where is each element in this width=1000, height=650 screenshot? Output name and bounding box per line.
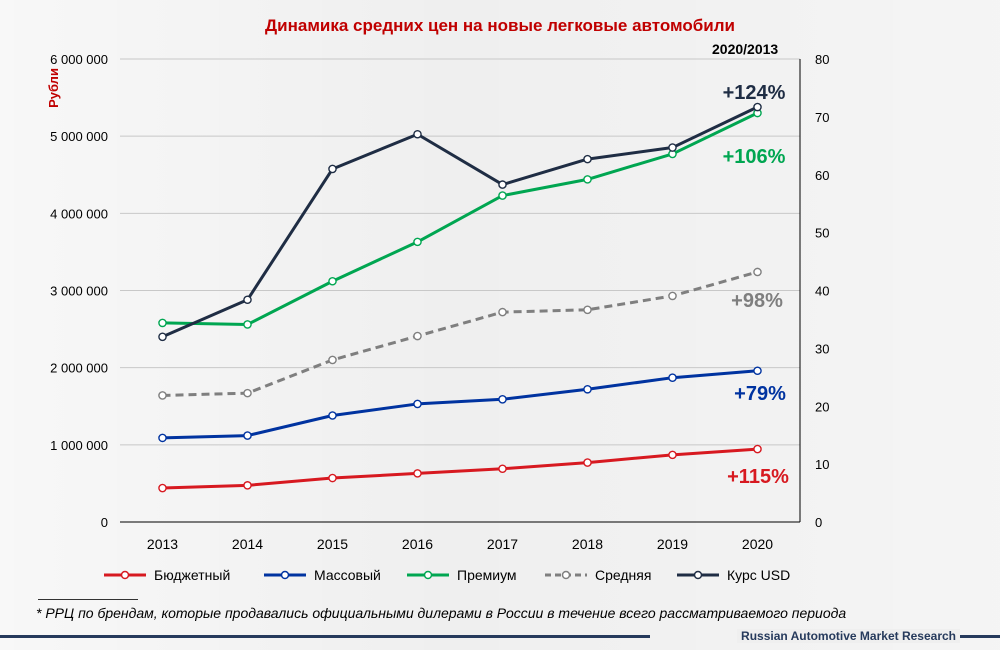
legend-item-premium: Премиум bbox=[405, 566, 517, 584]
data-point bbox=[158, 318, 167, 328]
legend-label-average: Средняя bbox=[595, 567, 652, 583]
data-point bbox=[158, 391, 167, 400]
bottom-bar-right bbox=[955, 635, 1000, 638]
data-point bbox=[328, 411, 337, 420]
legend-item-average: Средняя bbox=[543, 566, 651, 584]
data-point bbox=[668, 450, 677, 460]
legend-item-budget: Бюджетный bbox=[102, 566, 230, 584]
y-left-tick-label: 3 000 000 bbox=[50, 284, 108, 299]
data-point bbox=[243, 388, 252, 398]
data-point bbox=[668, 143, 677, 152]
bottom-bar-left bbox=[0, 635, 650, 638]
data-point bbox=[413, 331, 422, 341]
data-point bbox=[243, 431, 252, 440]
data-point bbox=[413, 469, 422, 478]
legend-label-mass: Массовый bbox=[314, 567, 381, 583]
change-label: +124% bbox=[723, 82, 786, 104]
data-point bbox=[243, 481, 252, 490]
legend-label-premium: Премиум bbox=[457, 567, 517, 583]
data-point bbox=[158, 332, 167, 342]
data-point bbox=[498, 395, 507, 404]
data-point bbox=[498, 464, 507, 474]
series-line-4 bbox=[161, 105, 759, 339]
period-label: 2020/2013 bbox=[712, 41, 779, 57]
data-point bbox=[328, 164, 337, 174]
data-point bbox=[583, 305, 592, 315]
data-point bbox=[498, 191, 507, 200]
x-tick-label: 2015 bbox=[317, 536, 348, 552]
data-point bbox=[583, 154, 592, 164]
footnote: * РРЦ по брендам, которые продавались оф… bbox=[36, 605, 847, 621]
change-label: +115% bbox=[727, 466, 789, 488]
y-left-tick-label: 6 000 000 bbox=[50, 52, 108, 67]
x-tick-label: 2016 bbox=[402, 536, 433, 552]
y-left-tick-label: 2 000 000 bbox=[50, 361, 108, 376]
data-point bbox=[753, 444, 762, 454]
x-tick-label: 2014 bbox=[232, 536, 263, 552]
y-right-tick-label: 70 bbox=[815, 110, 829, 125]
data-point bbox=[158, 483, 167, 493]
change-label: +106% bbox=[723, 146, 786, 168]
data-point bbox=[583, 384, 592, 394]
x-tick-label: 2017 bbox=[487, 536, 518, 552]
data-point bbox=[328, 355, 337, 365]
y-axis-title: Рубли bbox=[46, 68, 61, 108]
change-label: +98% bbox=[731, 290, 783, 312]
x-tick-label: 2013 bbox=[147, 536, 178, 552]
data-point bbox=[498, 307, 507, 317]
brand-label: Russian Automotive Market Research bbox=[737, 629, 960, 643]
data-point bbox=[328, 276, 337, 286]
y-right-tick-label: 10 bbox=[815, 457, 829, 472]
legend-item-usd: Курс USD bbox=[675, 566, 790, 584]
data-point bbox=[243, 320, 252, 329]
data-point bbox=[753, 267, 762, 277]
data-point bbox=[583, 458, 592, 467]
data-point bbox=[158, 433, 167, 443]
y-left-tick-label: 1 000 000 bbox=[50, 438, 108, 453]
y-right-tick-label: 80 bbox=[815, 52, 829, 67]
y-left-tick-label: 5 000 000 bbox=[50, 129, 108, 144]
y-left-tick-label: 0 bbox=[101, 515, 108, 530]
y-right-tick-label: 30 bbox=[815, 341, 829, 356]
data-point bbox=[583, 175, 592, 184]
y-right-tick-label: 40 bbox=[815, 284, 829, 299]
data-point bbox=[753, 102, 762, 112]
y-right-tick-label: 50 bbox=[815, 226, 829, 241]
y-left-tick-label: 4 000 000 bbox=[50, 206, 108, 221]
series-line-2 bbox=[162, 111, 759, 326]
y-right-tick-label: 0 bbox=[815, 515, 822, 530]
series-line-1 bbox=[162, 369, 758, 440]
data-point bbox=[498, 180, 507, 189]
data-point bbox=[413, 129, 422, 139]
chart-title: Динамика средних цен на новые легковые а… bbox=[265, 16, 735, 35]
legend-label-budget: Бюджетный bbox=[154, 567, 231, 583]
data-point bbox=[243, 295, 252, 305]
y-right-tick-label: 20 bbox=[815, 399, 829, 414]
x-tick-label: 2019 bbox=[657, 536, 688, 552]
change-label: +79% bbox=[734, 383, 786, 405]
series-line-3 bbox=[162, 270, 758, 397]
legend-item-mass: Массовый bbox=[262, 566, 381, 584]
data-point bbox=[668, 373, 677, 382]
data-point bbox=[668, 291, 677, 301]
data-point bbox=[413, 237, 422, 247]
data-point bbox=[328, 473, 337, 483]
series-line-0 bbox=[162, 447, 758, 490]
x-tick-label: 2018 bbox=[572, 536, 603, 552]
footnote-rule bbox=[38, 599, 138, 600]
legend-label-usd: Курс USD bbox=[727, 567, 791, 583]
x-tick-label: 2020 bbox=[742, 536, 773, 552]
data-point bbox=[413, 399, 422, 409]
data-point bbox=[753, 366, 762, 376]
y-right-tick-label: 60 bbox=[815, 168, 829, 183]
